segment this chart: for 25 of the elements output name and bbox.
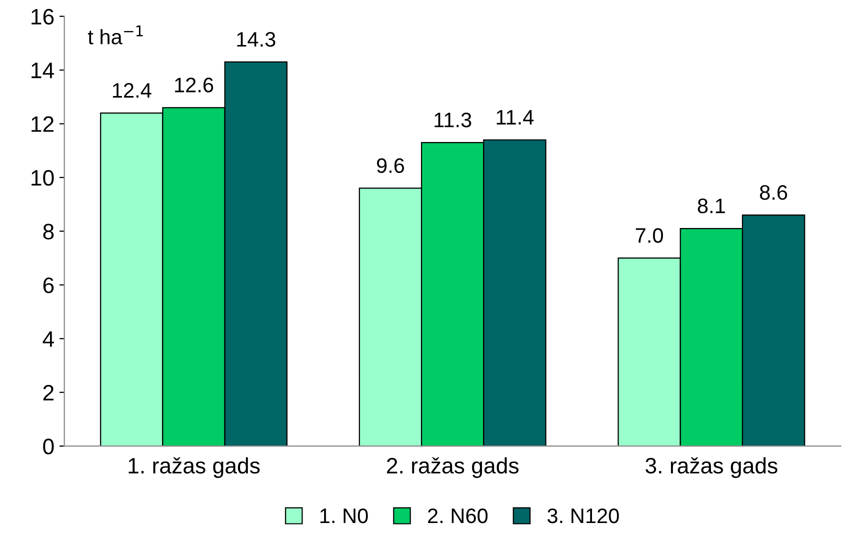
- data-label: 7.0: [636, 228, 663, 243]
- data-label: 9.6: [376, 158, 404, 173]
- data-label: 14.3: [237, 32, 276, 47]
- y-tick-label: 16: [32, 8, 54, 25]
- x-tick-label: 3. ražas gads: [646, 457, 778, 478]
- data-label: 11.4: [496, 110, 534, 124]
- x-tick-label: 2. ražas gads: [387, 457, 519, 478]
- data-label: 8.6: [760, 185, 788, 200]
- legend-label: 1. N0: [320, 508, 368, 524]
- legend-label: 3. N120: [547, 508, 619, 524]
- y-tick-label: 14: [32, 62, 54, 78]
- data-label: 11.3: [434, 112, 472, 128]
- data-label: 12.6: [175, 78, 214, 92]
- y-tick-label: 4: [42, 331, 54, 347]
- y-tick-label: 0: [43, 438, 54, 454]
- y-tick-label: 2: [43, 384, 54, 400]
- y-tick-label: 8: [43, 224, 54, 240]
- data-label: 12.4: [112, 83, 152, 98]
- y-tick-label: 6: [43, 277, 54, 294]
- y-axis-title: t ha$^{−1}$: [88, 26, 143, 44]
- y-tick-label: 12: [32, 116, 54, 132]
- y-tick-label: 10: [32, 170, 54, 186]
- legend-label: 2. N60: [428, 508, 488, 524]
- data-label: 8.1: [698, 198, 725, 214]
- x-tick-label: 1. ražas gads: [128, 457, 260, 478]
